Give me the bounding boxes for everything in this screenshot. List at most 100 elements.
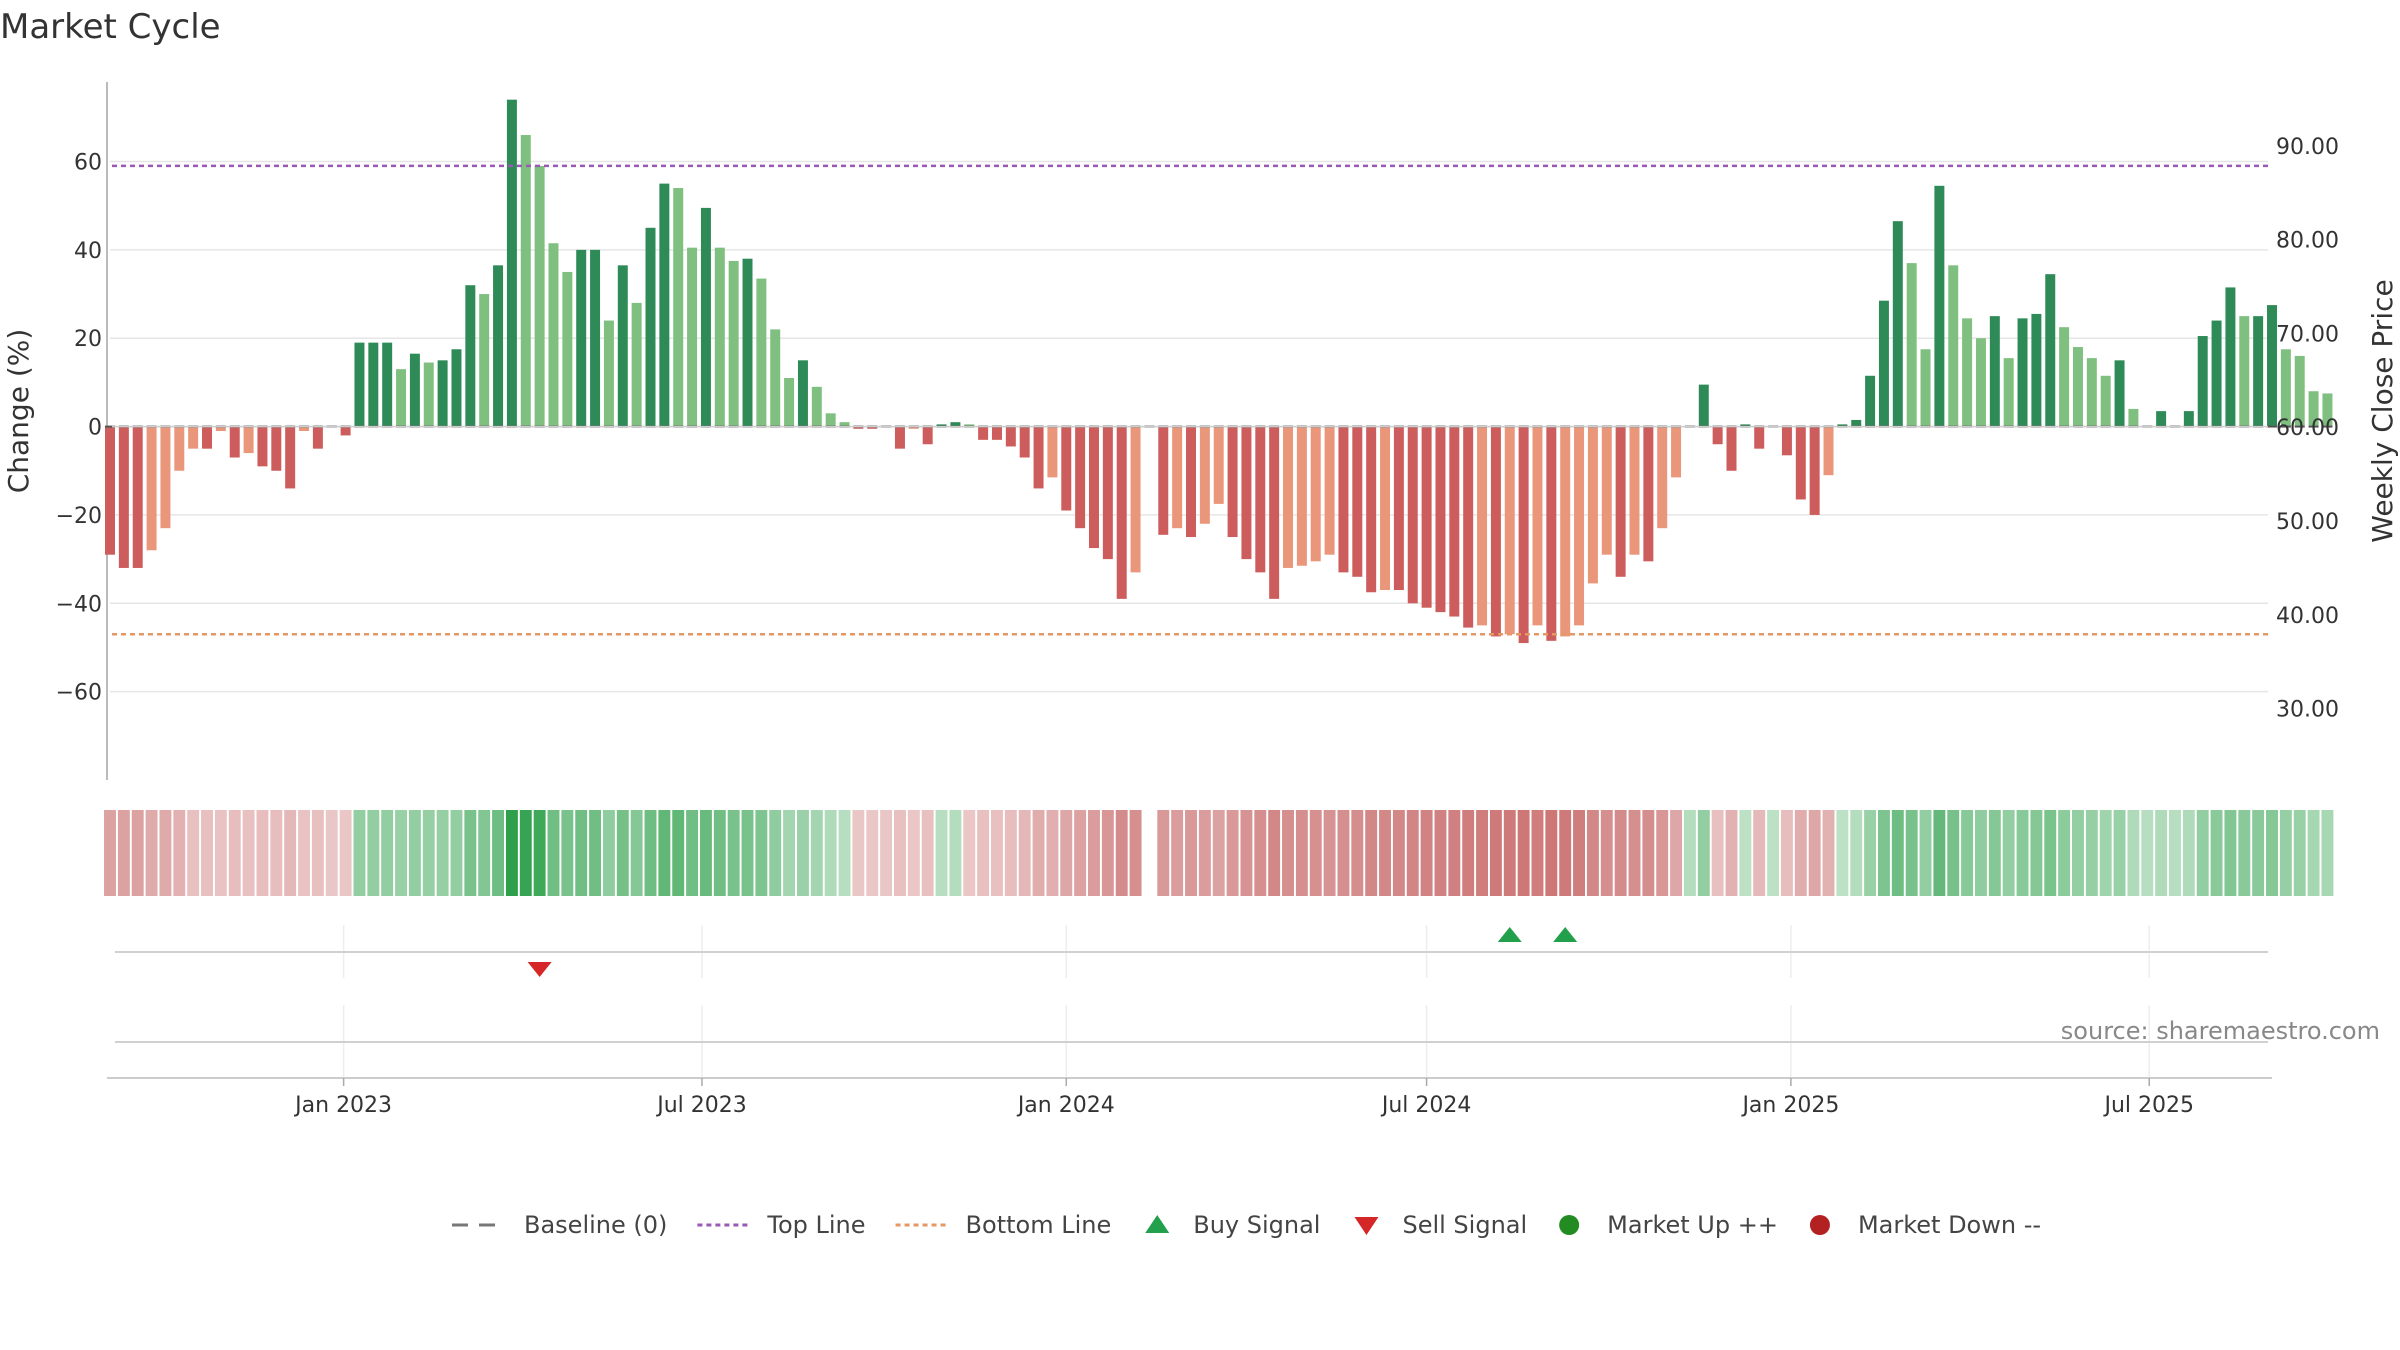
change-bar	[105, 426, 115, 555]
heat-cell	[755, 810, 768, 896]
change-bar	[1837, 424, 1848, 427]
source-note: source: sharemaestro.com	[2061, 1017, 2380, 1045]
heat-cell	[2321, 810, 2334, 896]
change-bar	[1130, 426, 1141, 573]
heat-cell	[1088, 810, 1100, 896]
heat-cell	[2141, 810, 2154, 896]
change-bar	[1088, 426, 1099, 549]
heat-cell	[727, 810, 740, 896]
heat-cell	[256, 810, 269, 896]
change-bar	[617, 265, 628, 427]
heat-cell	[1323, 810, 1336, 896]
legend-item-baseline: Baseline (0)	[452, 1211, 667, 1239]
change-bar	[576, 249, 587, 427]
change-bar	[1047, 426, 1058, 478]
change-bar	[631, 302, 642, 427]
heat-cell	[1212, 810, 1225, 896]
heat-cell	[1406, 810, 1419, 896]
change-bar	[922, 426, 933, 445]
change-bar	[188, 426, 199, 449]
change-bar	[1102, 426, 1113, 560]
change-bar	[1518, 426, 1529, 644]
main-panel: 60 40 20 0 −20 −40 −60 90.00 80.00 70.00 60.00 50.…	[2, 82, 2399, 780]
change-bar	[1809, 426, 1820, 515]
heat-cell	[1129, 810, 1142, 896]
heat-cell	[1877, 810, 1890, 896]
heat-cell	[921, 810, 934, 896]
change-bar	[894, 426, 905, 449]
change-bar	[2100, 375, 2111, 427]
market-up-legend-icon	[1559, 1215, 1580, 1235]
y2-axis-title: Weekly Close Price	[2366, 279, 2399, 542]
change-bar	[645, 227, 656, 427]
change-bar	[1629, 426, 1640, 555]
heat-cell	[1517, 810, 1530, 896]
heat-cell	[880, 810, 893, 896]
change-bar	[742, 258, 753, 427]
heat-cell	[2016, 810, 2029, 896]
change-bar	[1435, 426, 1446, 613]
change-bar	[1934, 185, 1945, 427]
heat-cell	[2169, 810, 2181, 896]
heat-cell	[1046, 810, 1059, 896]
heat-cell	[1988, 810, 2001, 896]
heat-cell	[949, 810, 962, 896]
heat-cell	[1476, 810, 1488, 896]
heat-cell	[1462, 810, 1475, 896]
change-bar	[2017, 318, 2028, 427]
change-bar	[1352, 426, 1363, 577]
change-bar	[853, 426, 864, 429]
heat-cell	[270, 810, 283, 896]
change-bar	[312, 426, 323, 449]
change-bar	[714, 247, 725, 427]
heat-cell	[395, 810, 407, 896]
change-bar	[1878, 300, 1889, 427]
legend-label: Top Line	[766, 1211, 865, 1239]
y-tick-labels: 60 40 20 0 −20 −40 −60	[56, 151, 102, 706]
change-bar	[1283, 426, 1294, 568]
change-bar	[257, 426, 268, 467]
heat-cell	[464, 810, 477, 896]
heat-strip	[104, 810, 2334, 896]
heat-cell	[1905, 810, 1918, 896]
change-bar	[797, 360, 808, 427]
heat-cell	[1032, 810, 1045, 896]
x-tick-label: Jan 2023	[293, 1093, 392, 1118]
change-bar	[1698, 384, 1709, 427]
heat-cell	[104, 810, 116, 896]
change-bar	[2072, 347, 2083, 427]
heat-cell	[1767, 810, 1780, 896]
heat-cell	[1586, 810, 1599, 896]
y2-tick-label: 50.00	[2276, 510, 2339, 535]
heat-cell	[1060, 810, 1073, 896]
heat-cell	[2085, 810, 2098, 896]
change-bar	[1975, 338, 1986, 427]
change-bar	[867, 426, 878, 429]
x-tick-label: Jul 2023	[655, 1093, 747, 1118]
change-bar	[1324, 426, 1335, 555]
change-bar	[839, 422, 850, 427]
heat-cell	[2099, 810, 2112, 896]
change-bar	[2308, 391, 2319, 427]
change-bar	[1310, 426, 1321, 562]
heat-cell	[353, 810, 366, 896]
heat-cell	[1614, 810, 1627, 896]
heat-cell	[187, 810, 200, 896]
change-bar	[1407, 426, 1418, 604]
heat-cell	[1337, 810, 1350, 896]
heat-cell	[1004, 810, 1017, 896]
signal-panel	[115, 925, 2268, 978]
heat-cell	[478, 810, 491, 896]
heat-cell	[381, 810, 394, 896]
heat-cell	[2044, 810, 2057, 896]
heat-cell	[2127, 810, 2140, 896]
change-bar	[174, 426, 185, 471]
heat-cell	[325, 810, 338, 896]
heat-cell	[547, 810, 560, 896]
change-bar	[1546, 426, 1557, 641]
change-bar	[590, 249, 601, 427]
heat-cell	[1392, 810, 1405, 896]
legend-label: Market Up ++	[1607, 1211, 1778, 1239]
heat-cell	[2252, 810, 2265, 896]
change-bar	[978, 426, 989, 440]
